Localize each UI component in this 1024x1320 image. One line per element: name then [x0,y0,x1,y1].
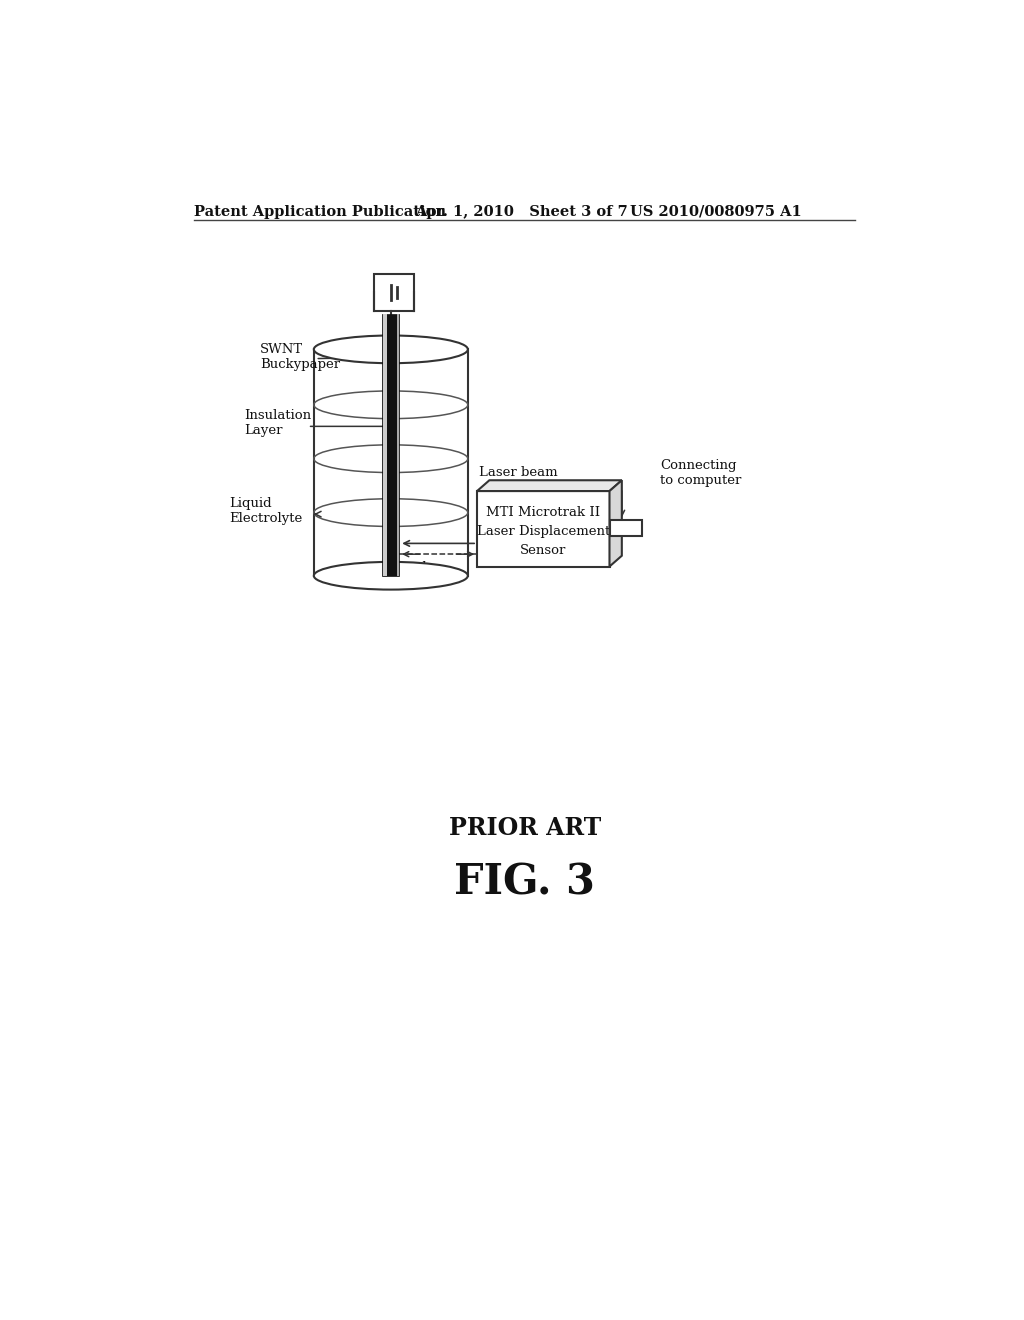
Bar [477,491,609,566]
Text: Apr. 1, 2010   Sheet 3 of 7: Apr. 1, 2010 Sheet 3 of 7 [416,205,628,219]
Text: Patent Application Publication: Patent Application Publication [195,205,446,219]
Text: SWNT
Buckypaper: SWNT Buckypaper [260,343,340,371]
Bar [383,314,387,576]
Ellipse shape [313,562,468,590]
Text: Laser beam: Laser beam [478,466,557,479]
Ellipse shape [313,335,468,363]
Text: FIG. 3: FIG. 3 [455,861,595,903]
Text: Liquid
Electrolyte: Liquid Electrolyte [229,498,302,525]
Text: MTI Microtrak II
Laser Displacement
Sensor: MTI Microtrak II Laser Displacement Sens… [476,507,610,557]
Bar [397,314,398,576]
Text: d: d [417,561,425,576]
Bar [609,520,642,536]
Text: PRIOR ART: PRIOR ART [449,816,601,841]
Polygon shape [477,480,622,491]
Polygon shape [609,480,622,566]
Text: Insulation
Layer: Insulation Layer [245,409,311,437]
Bar [374,275,414,312]
Text: US 2010/0080975 A1: US 2010/0080975 A1 [630,205,801,219]
Text: Connecting
to computer: Connecting to computer [660,459,741,487]
Bar [382,314,399,576]
